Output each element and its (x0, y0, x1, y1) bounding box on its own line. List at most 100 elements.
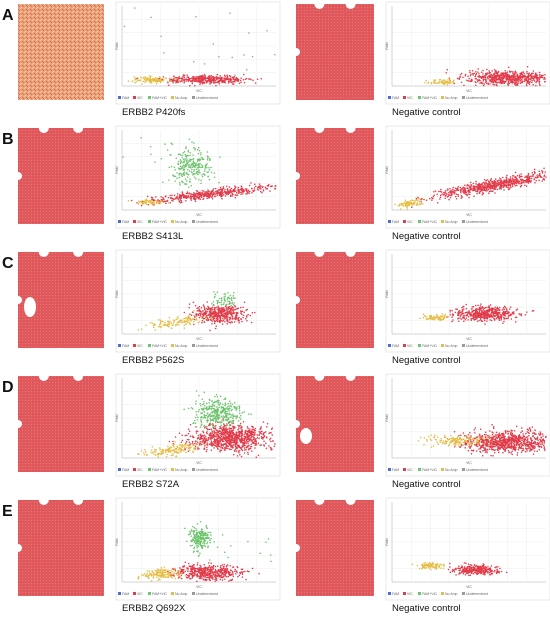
legend-swatch (441, 468, 444, 471)
legend-label: VIC (137, 468, 143, 472)
legend-label: VIC (137, 592, 143, 596)
legend-label: FAM (392, 468, 399, 472)
legend-swatch (403, 96, 406, 99)
legend-swatch (418, 592, 421, 595)
legend-swatch (403, 468, 406, 471)
chip-notch (38, 371, 49, 381)
chip-notch (73, 371, 84, 381)
legend-label: FAM (122, 468, 129, 472)
chip-notch (292, 48, 300, 56)
y-axis-label: FAM (385, 414, 389, 421)
caption: Negative control (392, 107, 461, 118)
legend-label: FAM (122, 96, 129, 100)
chip-notch (14, 544, 22, 552)
caption: Negative control (392, 603, 461, 614)
legend-swatch (192, 468, 195, 471)
point-cloud (127, 75, 180, 85)
legend-label: FAM (392, 96, 399, 100)
caption: Negative control (392, 479, 461, 490)
legend-label: FAM (392, 344, 399, 348)
legend-swatch (388, 344, 391, 347)
legend-swatch (441, 344, 444, 347)
legend-label: FAM+VIC (152, 344, 168, 348)
legend-swatch (462, 468, 465, 471)
chip-notch (38, 123, 49, 133)
chip-notch (314, 123, 325, 133)
legend-label: Undetermined (466, 468, 488, 472)
chip-image (18, 4, 104, 100)
point-cloud (130, 182, 277, 207)
legend-label: FAM+VIC (422, 592, 438, 596)
x-axis-label: VIC (196, 89, 202, 93)
chip (296, 252, 374, 348)
legend-swatch (133, 96, 136, 99)
chip-notch (345, 247, 356, 257)
legend-swatch (462, 344, 465, 347)
legend-swatch (171, 220, 174, 223)
legend-swatch (388, 592, 391, 595)
chip-notch (292, 172, 300, 180)
legend-label: VIC (407, 96, 413, 100)
plot-frame (115, 249, 281, 353)
point-cloud (410, 167, 547, 208)
x-axis-label: VIC (196, 213, 202, 217)
legend-swatch (148, 344, 151, 347)
plot-frame (115, 1, 281, 105)
legend-swatch (118, 468, 121, 471)
point-cloud (127, 198, 170, 206)
legend-label: FAM (122, 344, 129, 348)
point-cloud (122, 136, 200, 167)
legend-label: VIC (137, 220, 143, 224)
chip (296, 500, 374, 596)
legend-label: FAM+VIC (152, 220, 168, 224)
caption: ERBB2 S413L (122, 231, 183, 242)
chip (18, 376, 104, 472)
point-cloud (193, 534, 272, 563)
chip-notch (292, 544, 300, 552)
point-cloud (137, 309, 225, 331)
legend-swatch (403, 220, 406, 223)
legend-label: No Amp (175, 592, 188, 596)
legend-swatch (171, 96, 174, 99)
chip (296, 128, 374, 224)
point-cloud (136, 73, 263, 87)
legend-swatch (441, 220, 444, 223)
y-axis-label: FAM (115, 42, 119, 49)
legend-label: VIC (137, 344, 143, 348)
legend-swatch (462, 592, 465, 595)
legend-label: Undetermined (196, 220, 218, 224)
legend-swatch (418, 468, 421, 471)
point-cloud (433, 423, 547, 457)
legend-label: Undetermined (196, 96, 218, 100)
legend-label: Undetermined (196, 592, 218, 596)
legend-label: VIC (407, 592, 413, 596)
point-cloud (136, 441, 205, 458)
legend-swatch (441, 592, 444, 595)
legend-label: No Amp (445, 96, 458, 100)
chip-notch (73, 495, 84, 505)
caption: ERBB2 S72A (122, 479, 180, 490)
legend-label: FAM+VIC (422, 220, 438, 224)
caption: ERBB2 P420fs (122, 107, 186, 118)
legend-swatch (192, 344, 195, 347)
plot-frame (385, 1, 550, 105)
chip (18, 4, 104, 100)
legend-label: FAM (122, 220, 129, 224)
point-cloud (183, 301, 256, 332)
legend-swatch (148, 592, 151, 595)
point-cloud (411, 561, 446, 571)
legend-label: VIC (137, 96, 143, 100)
point-cloud (211, 291, 236, 311)
legend-swatch (148, 220, 151, 223)
chip-notch (73, 123, 84, 133)
chip-notch (292, 296, 300, 304)
legend-swatch (133, 468, 136, 471)
legend-label: FAM (122, 592, 129, 596)
chip-image (292, 247, 374, 348)
x-axis-label: VIC (196, 585, 202, 589)
legend-label: FAM (392, 592, 399, 596)
legend-swatch (462, 220, 465, 223)
legend-label: Undetermined (196, 344, 218, 348)
legend-label: FAM+VIC (152, 96, 168, 100)
chip-image (292, 371, 374, 472)
